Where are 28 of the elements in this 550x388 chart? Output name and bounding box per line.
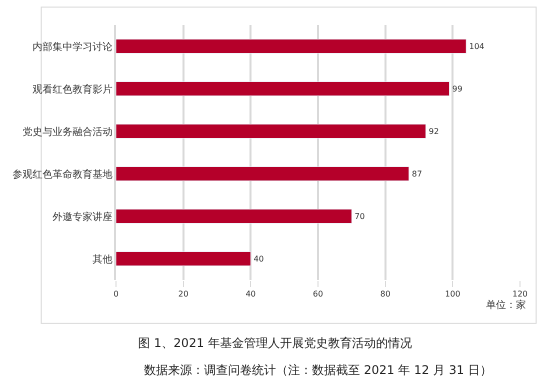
data-label: 40 — [254, 254, 264, 264]
x-tick-label: 80 — [380, 290, 390, 299]
y-tick-label: 其他 — [92, 253, 112, 266]
bar — [116, 124, 426, 139]
bar — [116, 166, 410, 182]
data-label: 87 — [412, 169, 422, 178]
bar — [116, 208, 352, 224]
y-tick-label: 观看红色教育影片 — [32, 83, 112, 96]
y-tick-label: 党史与业务融合活动 — [22, 126, 112, 138]
source-note: 数据来源：调查问卷统计（注：数据截至 2021 年 12 月 31 日） — [144, 363, 492, 377]
text: 图 1、2021 年基金管理人开展党史教育活动的情况 — [138, 336, 412, 350]
bar — [116, 81, 450, 96]
data-label: 92 — [428, 126, 439, 136]
bar — [116, 251, 251, 266]
text: 单位：家 — [486, 299, 526, 311]
x-tick-label: 0 — [113, 290, 119, 299]
x-tick-label: 60 — [312, 290, 324, 299]
y-tick-label: 外邀专家讲座 — [52, 210, 112, 223]
data-label: 99 — [452, 84, 462, 94]
y-tick-label: 参观红色革命教育基地 — [12, 168, 112, 180]
y-tick-label: 内部集中学习讨论 — [32, 40, 112, 53]
data-label: 104 — [469, 42, 484, 51]
bar — [116, 38, 466, 54]
x-tick-label: 20 — [178, 290, 188, 299]
x-tick-label: 120 — [512, 290, 528, 299]
x-tick-label: 40 — [246, 290, 256, 299]
x-tick-label: 100 — [445, 290, 460, 299]
data-label: 70 — [354, 212, 365, 221]
